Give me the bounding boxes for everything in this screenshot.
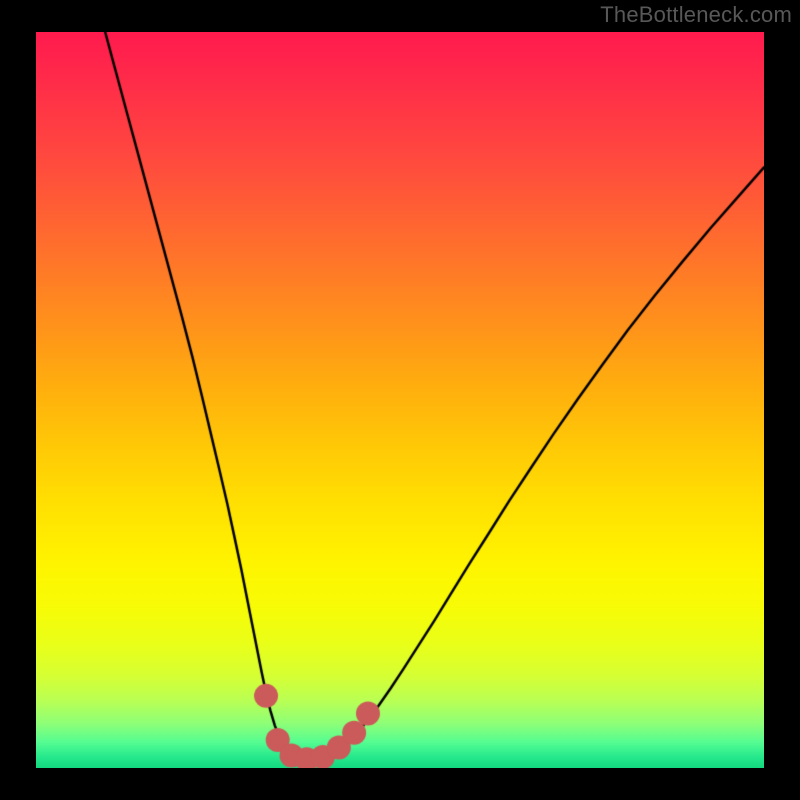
chart-canvas <box>36 32 764 768</box>
watermark-text: TheBottleneck.com <box>600 2 792 28</box>
plot-area <box>36 32 764 768</box>
stage: TheBottleneck.com <box>0 0 800 800</box>
